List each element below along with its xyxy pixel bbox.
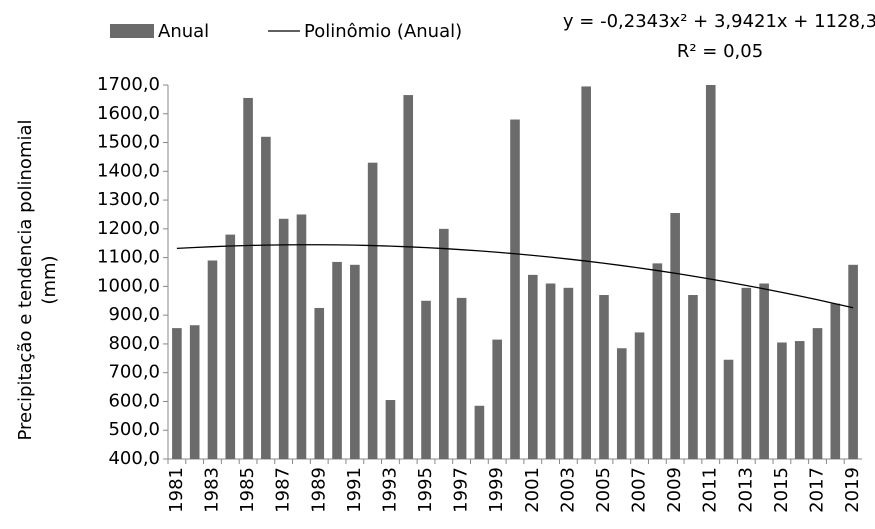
bar: [527, 274, 538, 459]
legend-label: Anual: [158, 21, 209, 42]
x-tick-label: 2013: [735, 467, 756, 513]
bar: [545, 283, 556, 459]
y-tick-label: 500,0: [108, 419, 160, 440]
y-tick-label: 1500,0: [97, 132, 160, 153]
bar: [705, 85, 716, 459]
y-tick-label: 1700,0: [97, 74, 160, 95]
bar: [350, 264, 360, 459]
bar: [777, 342, 787, 459]
y-tick-label: 1400,0: [97, 160, 160, 181]
bar: [367, 162, 378, 459]
x-tick-label: 2001: [522, 467, 543, 513]
bar: [385, 400, 396, 459]
bar: [474, 405, 485, 459]
bar: [296, 214, 307, 459]
bar: [688, 295, 698, 459]
y-tick-label: 1600,0: [97, 103, 160, 124]
bar: [741, 287, 752, 459]
x-tick-label: 2015: [771, 467, 792, 513]
bar: [492, 339, 503, 459]
bar: [225, 234, 236, 459]
x-tick-label: 1981: [166, 467, 187, 513]
bar: [314, 307, 325, 459]
bar: [723, 359, 734, 459]
x-tick-label: 1983: [201, 467, 222, 513]
equation: y = -0,2343x² + 3,9421x + 1128,3: [563, 11, 875, 32]
bar: [599, 295, 609, 459]
x-tick-label: 2009: [664, 467, 685, 513]
bar: [189, 325, 200, 459]
x-tick-label: 1991: [344, 467, 365, 513]
bar: [439, 228, 449, 459]
bar: [332, 261, 342, 459]
trend-line: [176, 244, 854, 309]
x-tick-label: 1995: [415, 467, 436, 513]
legend-label: Polinômio (Anual): [304, 21, 462, 42]
y-tick-label: 700,0: [108, 362, 160, 383]
bar: [456, 297, 467, 459]
x-tick-label: 2003: [557, 467, 578, 513]
bar: [172, 328, 182, 459]
y-axis-label: Precipitação e tendencia polinomial: [15, 119, 36, 440]
bar: [207, 260, 218, 459]
x-tick-label: 1989: [308, 467, 329, 513]
bar: [581, 86, 591, 459]
bar: [830, 303, 841, 459]
x-tick-label: 2007: [629, 467, 650, 513]
bar: [670, 213, 680, 459]
x-tick-label: 1987: [273, 467, 294, 513]
y-tick-label: 1000,0: [97, 275, 160, 296]
x-tick-label: 1997: [451, 467, 472, 513]
x-tick-label: 1985: [237, 467, 258, 513]
bar: [278, 218, 289, 459]
x-tick-label: 2019: [842, 467, 863, 513]
bar: [848, 264, 858, 459]
bar: [812, 328, 823, 459]
bar: [261, 136, 271, 460]
legend-swatch: [110, 24, 154, 38]
x-tick-label: 2011: [700, 467, 721, 513]
y-tick-label: 1200,0: [97, 218, 160, 239]
bar: [243, 97, 253, 459]
bar: [794, 341, 805, 459]
bar: [616, 348, 627, 459]
bar: [403, 95, 414, 460]
x-tick-label: 2005: [593, 467, 614, 513]
y-tick-label: 1300,0: [97, 189, 160, 210]
y-tick-label: 800,0: [108, 333, 160, 354]
r-squared: R² = 0,05: [677, 41, 763, 62]
bar: [563, 287, 574, 459]
bar: [634, 332, 645, 459]
x-tick-label: 2017: [807, 467, 828, 513]
y-axis-label: (mm): [39, 255, 60, 304]
bar: [510, 119, 520, 460]
bar: [421, 300, 431, 459]
bar: [652, 263, 663, 459]
y-tick-label: 1100,0: [97, 247, 160, 268]
bar: [759, 283, 769, 459]
x-tick-label: 1999: [486, 467, 507, 513]
y-tick-label: 900,0: [108, 304, 160, 325]
x-tick-label: 1993: [379, 467, 400, 513]
y-tick-label: 600,0: [108, 390, 160, 411]
y-tick-label: 400,0: [108, 448, 160, 469]
